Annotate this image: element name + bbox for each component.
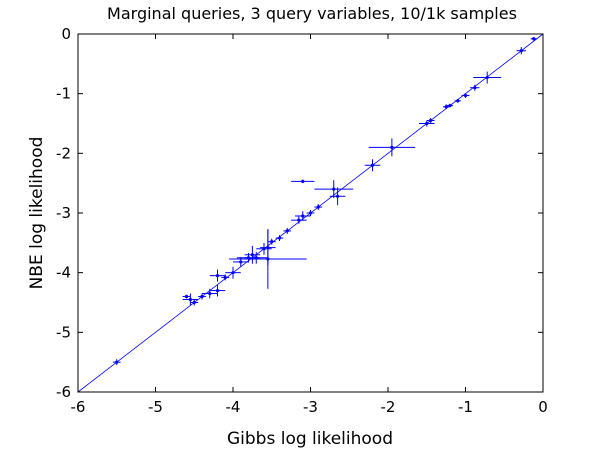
data-point bbox=[364, 159, 381, 172]
data-point bbox=[182, 293, 199, 306]
data-point bbox=[461, 93, 470, 98]
x-tick-label: 0 bbox=[538, 398, 548, 416]
y-tick-label: -4 bbox=[56, 264, 71, 282]
data-point bbox=[314, 204, 323, 211]
data-point bbox=[233, 257, 249, 267]
data-point bbox=[306, 210, 315, 216]
data-point bbox=[112, 359, 121, 366]
point-marker bbox=[301, 179, 305, 183]
point-marker bbox=[370, 163, 375, 167]
y-tick-label: 0 bbox=[61, 25, 71, 43]
data-point bbox=[182, 294, 191, 299]
point-marker bbox=[308, 211, 313, 215]
point-marker bbox=[192, 300, 196, 305]
data-point bbox=[516, 47, 526, 55]
point-marker bbox=[285, 229, 289, 233]
x-tick-label: -3 bbox=[303, 398, 318, 416]
point-marker bbox=[532, 37, 536, 41]
point-marker bbox=[297, 218, 301, 222]
data-point bbox=[209, 284, 226, 297]
ticks-layer: -6 -5 -4 -3 -2 -1 0 -6 -5 -4 -3 -2 -1 0 bbox=[56, 25, 548, 416]
data-point bbox=[209, 269, 226, 282]
point-marker bbox=[390, 145, 394, 149]
point-marker bbox=[485, 75, 489, 80]
y-tick-label: -6 bbox=[56, 383, 71, 401]
point-marker bbox=[425, 121, 429, 126]
y-axis-label: NBE log likelihood bbox=[27, 137, 47, 290]
chart-title: Marginal queries, 3 query variables, 10/… bbox=[107, 4, 517, 23]
data-point bbox=[419, 120, 435, 127]
y-tick-label: -1 bbox=[56, 85, 71, 103]
point-marker bbox=[456, 99, 460, 103]
point-marker bbox=[246, 256, 251, 260]
data-point bbox=[244, 245, 261, 264]
point-marker bbox=[184, 294, 189, 299]
point-marker bbox=[115, 360, 119, 364]
point-marker bbox=[519, 49, 523, 53]
y-tick-label: -2 bbox=[56, 144, 71, 162]
data-point bbox=[314, 180, 354, 199]
data-point bbox=[275, 235, 284, 242]
point-marker bbox=[215, 274, 220, 278]
data-point bbox=[256, 242, 272, 255]
data-point bbox=[454, 99, 461, 103]
point-marker bbox=[270, 240, 274, 244]
data-point bbox=[221, 274, 230, 281]
data-point bbox=[225, 266, 241, 279]
x-tick-label: -5 bbox=[148, 398, 163, 416]
point-marker bbox=[473, 86, 477, 90]
data-point bbox=[198, 293, 206, 300]
point-marker bbox=[336, 194, 340, 198]
point-marker bbox=[200, 294, 204, 299]
data-point bbox=[291, 179, 315, 184]
point-marker bbox=[250, 253, 254, 257]
data-point bbox=[368, 138, 416, 157]
data-point bbox=[470, 84, 480, 91]
y-tick-label: -3 bbox=[56, 204, 71, 222]
point-marker bbox=[277, 236, 282, 240]
data-point bbox=[329, 187, 346, 206]
point-marker bbox=[444, 105, 448, 109]
point-marker bbox=[463, 93, 468, 98]
point-marker bbox=[429, 118, 433, 123]
data-point bbox=[267, 238, 276, 245]
point-marker bbox=[188, 297, 192, 302]
data-point bbox=[291, 216, 307, 224]
data-point bbox=[426, 118, 435, 123]
point-marker bbox=[215, 288, 220, 293]
data-point bbox=[443, 104, 450, 110]
y-tick-label: -5 bbox=[56, 323, 71, 341]
x-tick-label: -2 bbox=[381, 398, 396, 416]
point-marker bbox=[332, 187, 336, 191]
x-tick-label: -1 bbox=[458, 398, 473, 416]
point-marker bbox=[262, 247, 266, 251]
data-point bbox=[283, 227, 292, 234]
x-tick-label: -6 bbox=[71, 398, 86, 416]
data-point bbox=[202, 288, 218, 299]
point-marker bbox=[301, 214, 305, 218]
data-point bbox=[190, 299, 199, 306]
data-point bbox=[473, 71, 502, 84]
data-point bbox=[530, 36, 537, 41]
point-marker bbox=[239, 260, 243, 264]
data-point bbox=[295, 211, 311, 221]
point-marker bbox=[208, 291, 212, 296]
point-marker bbox=[223, 275, 227, 280]
x-axis-label: Gibbs log likelihood bbox=[227, 429, 393, 449]
points-layer bbox=[112, 36, 537, 366]
point-marker bbox=[231, 271, 235, 275]
point-marker bbox=[316, 205, 320, 209]
x-tick-label: -4 bbox=[226, 398, 241, 416]
